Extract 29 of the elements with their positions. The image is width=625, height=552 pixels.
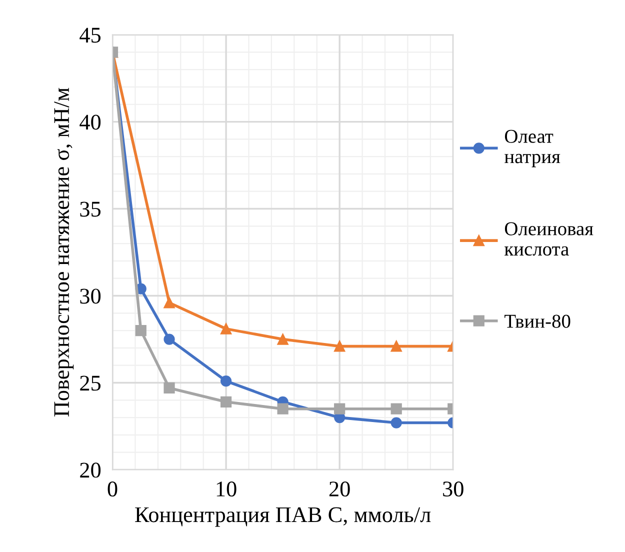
x-tick-label: 0 xyxy=(108,482,118,496)
legend-label: Твин-80 xyxy=(504,314,570,328)
point xyxy=(390,340,402,352)
point xyxy=(390,403,402,414)
y-tick-label: 25 xyxy=(80,376,101,391)
y-tick-label: 45 xyxy=(80,28,101,43)
point xyxy=(334,340,346,352)
point xyxy=(164,334,175,345)
y-tick-label: 35 xyxy=(80,202,101,217)
point xyxy=(164,297,175,308)
x-tick-label: 10 xyxy=(216,482,236,496)
legend-label: Олеиновая кислота xyxy=(504,222,594,256)
point xyxy=(220,323,232,334)
point xyxy=(390,417,402,428)
y-tick-label: 40 xyxy=(80,114,101,130)
point xyxy=(220,375,232,387)
point xyxy=(334,403,346,414)
point xyxy=(277,403,288,414)
x-axis-title: Концентрация ПАВ С, ммоль/л xyxy=(135,507,431,527)
point xyxy=(220,396,232,408)
y-tick-label: 30 xyxy=(80,288,101,304)
x-tick-label: 30 xyxy=(443,482,464,496)
y-axis-title: Поверхностное натяжение σ, мН/м xyxy=(54,88,74,417)
point xyxy=(135,325,146,336)
legend-label: Олеат натрия xyxy=(504,130,560,168)
x-tick-label: 20 xyxy=(329,482,350,496)
point xyxy=(277,334,288,345)
point xyxy=(164,382,175,394)
y-tick-label: 20 xyxy=(80,462,101,478)
